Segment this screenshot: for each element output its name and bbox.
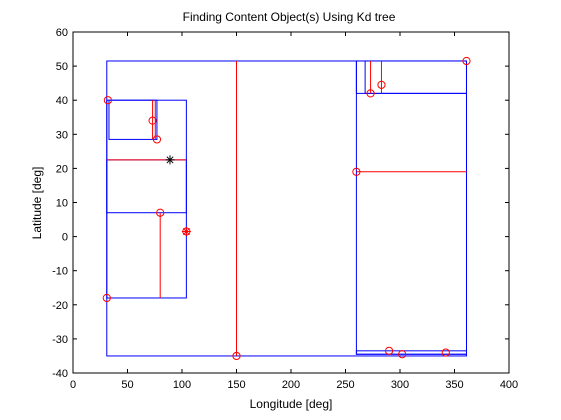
y-tick-label--20: -20 (52, 300, 68, 312)
data-points (102, 56, 471, 361)
data-point-11 (385, 346, 394, 355)
query-point-marker (165, 155, 175, 165)
y-tick-label--30: -30 (52, 334, 68, 346)
x-tick-label-350: 350 (445, 379, 463, 391)
data-point-6 (232, 351, 241, 361)
y-tick-label-60: 60 (56, 27, 68, 39)
y-tick-label-50: 50 (56, 61, 68, 73)
x-tick-label-200: 200 (282, 379, 300, 391)
y-tick-label-0: 0 (62, 232, 68, 244)
x-tick-label-250: 250 (336, 379, 354, 391)
data-point-3 (152, 135, 162, 144)
x-tick-label-150: 150 (227, 379, 245, 391)
x-tick-label-400: 400 (500, 379, 518, 391)
plot-area (72, 31, 510, 374)
data-point-10 (462, 56, 471, 66)
data-point-9 (377, 80, 386, 89)
data-point-2 (148, 116, 157, 125)
blue-region-boxes (106, 60, 467, 357)
x-tick-label-100: 100 (173, 379, 191, 391)
x-axis-label: Longitude [deg] (250, 397, 333, 411)
x-tick-label-50: 50 (121, 379, 133, 391)
data-point-7 (352, 167, 361, 176)
y-tick-label-40: 40 (56, 95, 68, 107)
data-point-13 (441, 348, 450, 357)
special-markers (165, 155, 191, 236)
chart-title: Finding Content Object(s) Using Kd tree (183, 10, 396, 24)
y-tick-label--10: -10 (52, 266, 68, 278)
data-point-4 (156, 208, 165, 217)
data-point-12 (398, 350, 407, 359)
data-point-1 (103, 96, 112, 105)
y-tick-label-20: 20 (56, 163, 68, 175)
y-axis-label: Latitude [deg] (30, 167, 44, 240)
axis-ticks: 0 50 100 150 200 250 300 350 400 -40 -30 -20 -10 0 10 2… (52, 27, 518, 391)
x-tick-label-0: 0 (70, 379, 76, 391)
region-box-4 (108, 99, 158, 140)
data-point-5 (102, 293, 111, 303)
found-object-marker (181, 226, 191, 236)
y-tick-label-30: 30 (56, 129, 68, 141)
region-box-7 (364, 60, 467, 94)
x-tick-label-300: 300 (391, 379, 409, 391)
region-box-8 (355, 350, 467, 355)
y-tick-label--40: -40 (52, 368, 68, 380)
data-point-8 (366, 89, 375, 98)
y-tick-label-10: 10 (56, 198, 68, 210)
